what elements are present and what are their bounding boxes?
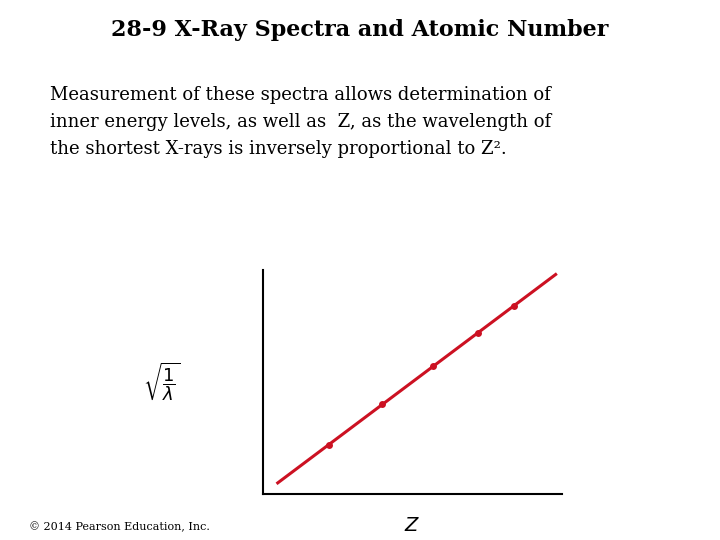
Point <box>428 362 439 370</box>
Point <box>508 301 520 310</box>
Text: 28-9 X-Ray Spectra and Atomic Number: 28-9 X-Ray Spectra and Atomic Number <box>112 19 608 41</box>
Text: © 2014 Pearson Education, Inc.: © 2014 Pearson Education, Inc. <box>29 521 210 532</box>
Point <box>377 400 388 409</box>
Point <box>323 441 334 449</box>
Text: the shortest X-rays is inversely proportional to Z².: the shortest X-rays is inversely proport… <box>50 140 507 158</box>
Text: Measurement of these spectra allows determination of: Measurement of these spectra allows dete… <box>50 86 551 104</box>
Point <box>472 328 484 337</box>
Text: $Z$: $Z$ <box>404 516 420 535</box>
Text: $\sqrt{\dfrac{1}{\lambda}}$: $\sqrt{\dfrac{1}{\lambda}}$ <box>143 361 181 403</box>
Text: inner energy levels, as well as  Z, as the wavelength of: inner energy levels, as well as Z, as th… <box>50 113 552 131</box>
